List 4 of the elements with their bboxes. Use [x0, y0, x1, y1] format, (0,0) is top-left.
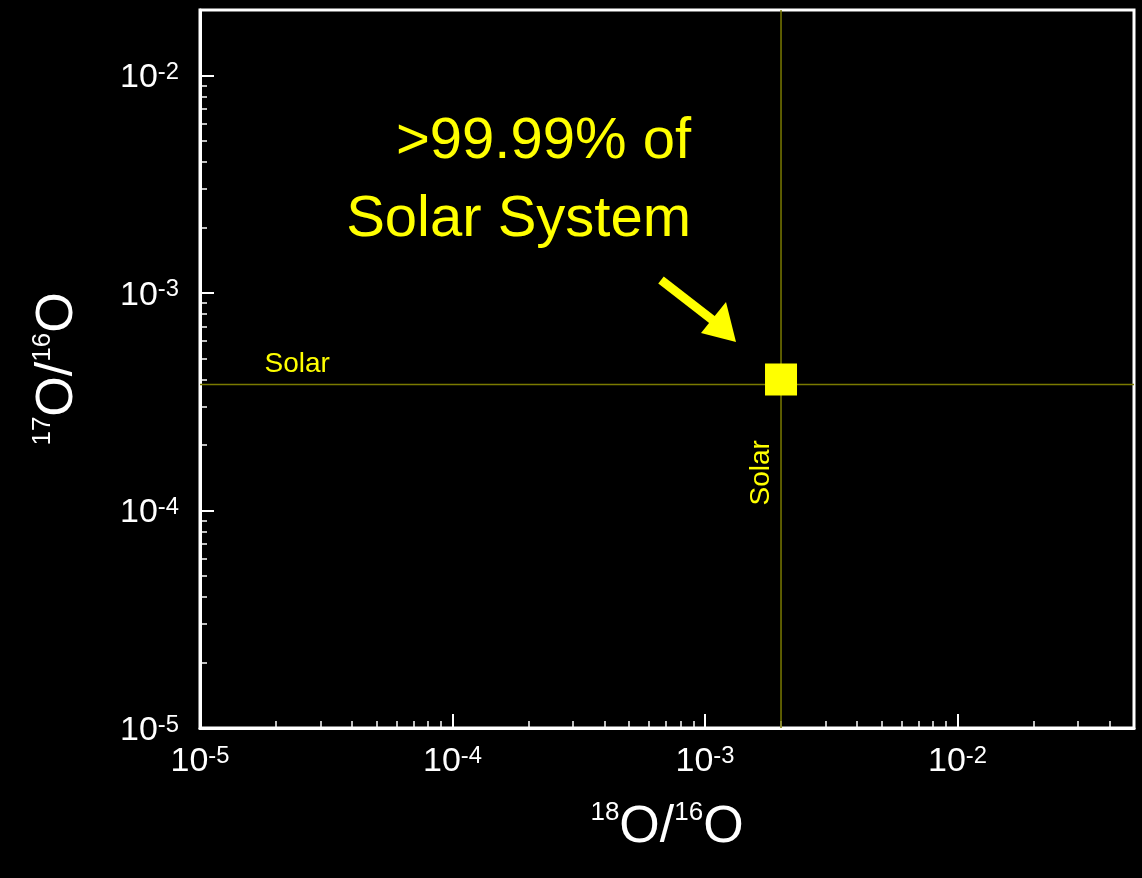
- annotation: >99.99% of Solar System: [346, 105, 692, 249]
- ref-line-label: Solar: [264, 346, 330, 378]
- ref-line-label: Solar: [743, 440, 775, 506]
- y-axis-title: 17O/16O: [25, 292, 83, 446]
